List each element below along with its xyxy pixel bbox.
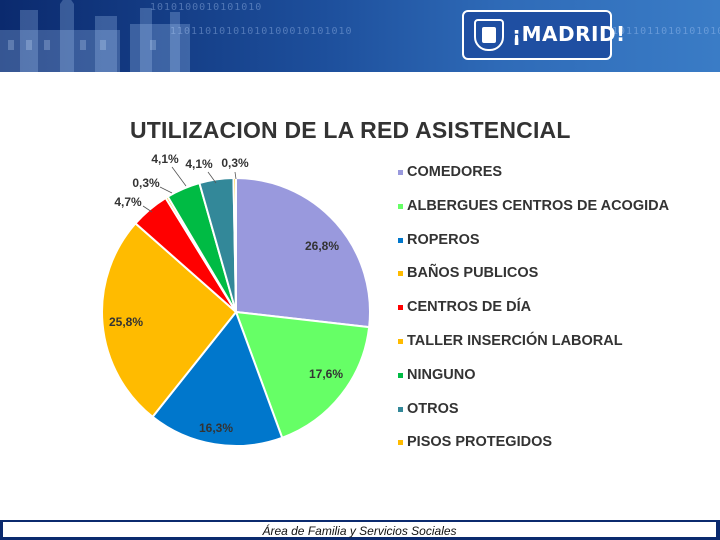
legend-label: COMEDORES	[407, 164, 503, 180]
pie-chart: 26,8% 17,6% 16,3% 25,8% 4,7% 0,3% 4,1% 4,1% 0,3%	[101, 152, 371, 447]
legend-swatch	[398, 440, 403, 446]
chart-title: UTILIZACION DE LA RED ASISTENCIAL	[130, 117, 571, 143]
legend-swatch	[398, 237, 403, 243]
legend-label: TALLER INSERCIÓN LABORAL	[407, 333, 623, 349]
legend-label: NINGUNO	[407, 366, 476, 383]
legend-swatch	[398, 305, 403, 311]
building-silhouette	[0, 0, 190, 72]
leader-line	[159, 186, 173, 194]
legend-swatch	[398, 271, 403, 277]
leader-line	[234, 171, 237, 180]
legend-swatch	[398, 339, 403, 344]
pie-slice	[234, 310, 371, 440]
legend-label: ROPEROS	[407, 231, 480, 248]
data-label: 16,3%	[199, 421, 233, 435]
binary-decoration: 1010100010101010	[150, 2, 263, 13]
city-shield-icon	[474, 19, 504, 51]
leader-line	[207, 171, 217, 184]
legend-swatch	[398, 203, 403, 209]
data-label: 4,1%	[185, 157, 213, 171]
madrid-logo: ¡MADRID!	[462, 10, 625, 60]
legend-swatch	[398, 372, 403, 378]
leader-line	[171, 166, 187, 187]
footer-bar: Área de Familia y Servicios Sociales	[0, 520, 720, 540]
legend-label: OTROS	[407, 400, 459, 417]
legend-swatch	[398, 406, 403, 412]
header-banner: 1010100010101010 11011010101010100010101…	[0, 0, 720, 72]
footer-text: Área de Familia y Servicios Sociales	[262, 524, 457, 538]
pie-slice	[235, 176, 371, 329]
data-label: 0,3%	[221, 156, 249, 170]
pie-slice	[151, 309, 284, 447]
legend-label: ALBERGUES CENTROS DE ACOGIDA	[407, 197, 670, 214]
leader-line	[142, 205, 153, 213]
binary-decoration: 1011011010101010	[612, 26, 720, 37]
data-label: 17,6%	[309, 367, 343, 381]
data-label: 4,1%	[151, 152, 179, 166]
legend-swatch	[398, 170, 403, 175]
legend-label: BAÑOS PUBLICOS	[407, 265, 539, 282]
legend-label: PISOS PROTEGIDOS	[407, 434, 553, 451]
legend-label: CENTROS DE DÍA	[407, 299, 532, 316]
pie-slice	[101, 221, 238, 419]
data-label: 4,7%	[114, 195, 142, 209]
data-label: 25,8%	[109, 315, 143, 329]
binary-decoration: 11011010101010100010101010	[170, 26, 353, 37]
data-label: 0,3%	[132, 176, 160, 190]
madrid-logo-text: ¡MADRID!	[512, 22, 626, 46]
data-label: 26,8%	[305, 239, 339, 253]
